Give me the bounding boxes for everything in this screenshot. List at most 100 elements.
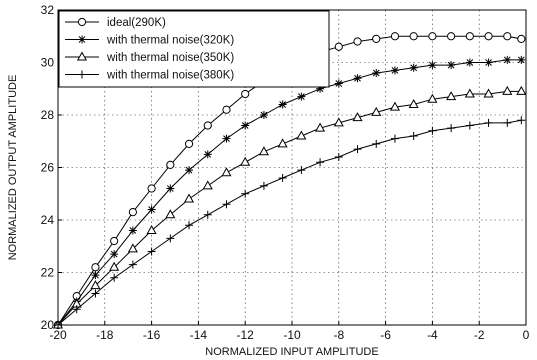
series-4 [54, 116, 526, 329]
series-point-plus [203, 210, 212, 219]
series-point-plus [222, 200, 231, 209]
y-tick-label: 28 [41, 108, 55, 122]
y-tick-label: 26 [41, 161, 55, 175]
series-point-circle [447, 32, 456, 41]
series-point-circle [517, 34, 526, 43]
series-point-plus [353, 145, 362, 154]
series-point-triangle [516, 85, 527, 95]
series-point-triangle [76, 51, 88, 61]
series-point-triangle [258, 146, 269, 156]
series-point-triangle [389, 101, 401, 111]
series-point-star [372, 69, 381, 77]
legend-item: with thermal noise(320K) [65, 35, 234, 47]
legend-item: with thermal noise(380K) [65, 70, 234, 82]
series-point-circle [334, 42, 343, 51]
y-tick-label: 22 [41, 266, 55, 280]
series-point-triangle [202, 180, 213, 190]
series-point-triangle [165, 209, 176, 219]
series-point-circle [390, 32, 400, 41]
series-point-star [409, 63, 418, 72]
series-point-star [110, 250, 119, 259]
x-tick-label: -8 [333, 328, 344, 342]
series-point-plus [484, 118, 493, 127]
series-point-plus [390, 134, 399, 143]
series-point-triangle [502, 85, 513, 95]
x-tick-label: -10 [283, 328, 301, 342]
series-point-circle [184, 139, 194, 148]
x-tick-label: -14 [190, 328, 208, 342]
series-point-star [428, 61, 437, 70]
y-axis-label: NORMALIZED OUTPUT AMPLITUDE [7, 75, 19, 261]
series-point-plus [297, 166, 306, 175]
series-point-triangle [352, 112, 363, 122]
series-point-plus [316, 158, 325, 167]
series-point-plus [259, 181, 268, 190]
series-point-circle [353, 37, 362, 46]
x-tick-label: -20 [49, 328, 67, 342]
series-point-plus [78, 70, 86, 79]
series-group [52, 32, 527, 330]
series-point-triangle [446, 91, 457, 101]
series-point-triangle [109, 261, 120, 271]
series-point-plus [128, 260, 137, 269]
series-point-triangle [296, 130, 307, 140]
x-tick-label: -16 [143, 328, 161, 342]
y-tick-label: 32 [41, 3, 55, 17]
x-tick-label: -4 [427, 328, 438, 342]
series-point-star [334, 79, 343, 88]
x-tick-label: -6 [380, 328, 391, 342]
series-point-star [78, 35, 86, 44]
series-point-plus [372, 139, 381, 148]
series-2 [54, 55, 526, 329]
series-point-plus [241, 189, 250, 198]
x-tick-label: 0 [523, 328, 530, 342]
series-point-plus [465, 121, 474, 130]
series-point-triangle [371, 106, 382, 116]
series-point-circle [465, 32, 474, 41]
series-point-plus [91, 289, 100, 298]
tick-labels: -20 -18 -16 -14 -12 -10 -8 -6 -4 -2 02022242628303… [41, 3, 530, 342]
series-point-plus [72, 305, 81, 314]
series-point-star [353, 74, 362, 83]
series-point-triangle [127, 243, 138, 253]
series-point-plus [503, 118, 512, 127]
series-point-circle [222, 105, 231, 114]
series-point-star [203, 150, 212, 159]
series-point-star [222, 134, 231, 143]
y-tick-label: 24 [41, 213, 55, 227]
series-point-star [390, 66, 399, 75]
series-point-star [147, 205, 156, 214]
series-point-circle [409, 32, 418, 41]
series-3 [52, 85, 527, 329]
series-point-triangle [277, 138, 288, 148]
series-point-triangle [183, 193, 195, 203]
series-point-star [503, 55, 512, 64]
series-point-plus [147, 247, 156, 256]
series-point-plus [166, 234, 175, 243]
series-point-star [259, 111, 268, 119]
series-point-star [465, 58, 474, 67]
series-point-triangle [483, 88, 494, 98]
series-point-circle [91, 263, 100, 272]
series-point-plus [110, 273, 119, 282]
x-axis-label: NORMALIZED INPUT AMPLITUDE [205, 346, 378, 358]
legend-item: with thermal noise(350K) [65, 51, 234, 64]
series-point-plus [517, 116, 526, 125]
series-point-plus [447, 124, 456, 133]
series-point-star [166, 184, 175, 193]
legend: ideal(290K) with thermal noise(320K) with … [58, 10, 330, 88]
series-point-circle [372, 34, 381, 43]
series-point-circle [147, 184, 156, 193]
series-point-circle [77, 17, 87, 27]
series-point-triangle [333, 117, 344, 127]
series-point-circle [428, 32, 437, 41]
legend-label: with thermal noise(320K) [106, 35, 234, 47]
legend-label: ideal(290K) [107, 17, 166, 29]
series-point-plus [409, 132, 418, 140]
series-point-plus [428, 126, 437, 135]
legend-item: ideal(290K) [65, 17, 166, 29]
series-point-circle [503, 32, 512, 41]
y-tick-label: 30 [41, 56, 55, 70]
x-tick-label: -12 [237, 328, 255, 342]
